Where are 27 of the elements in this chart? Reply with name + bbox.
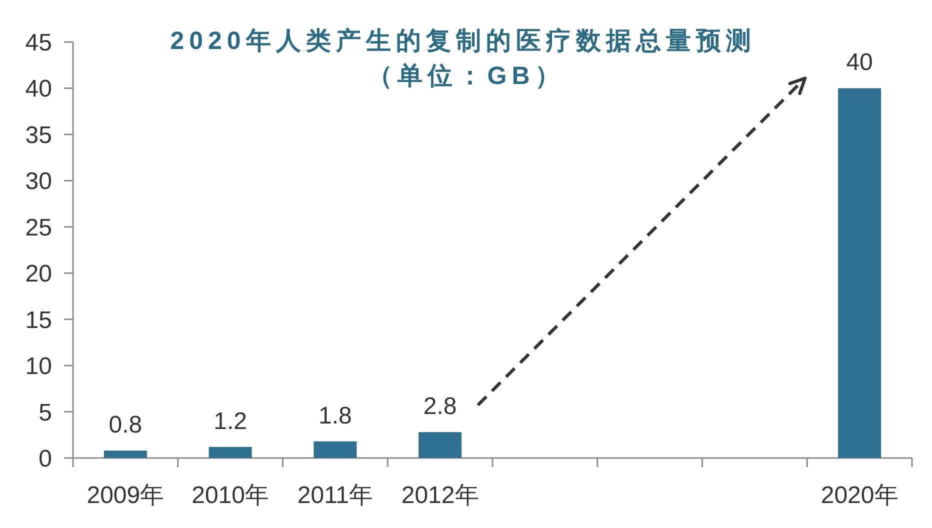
bar [104, 450, 147, 458]
y-tick-label: 35 [25, 122, 52, 149]
x-tick-label: 2010年 [192, 482, 270, 509]
y-tick-label: 5 [38, 399, 52, 426]
y-tick-label: 20 [25, 260, 52, 288]
x-tick-label: 2011年 [297, 482, 373, 509]
y-tick-label: 45 [25, 30, 52, 56]
y-tick-label: 15 [25, 306, 52, 334]
chart-title: 2020年人类产生的复制的医疗数据总量预测 [170, 27, 756, 55]
data-label: 1.8 [318, 402, 352, 430]
bar [418, 432, 462, 458]
data-label: 0.8 [108, 412, 142, 439]
y-tick-label: 25 [25, 214, 52, 242]
data-label: 2.8 [423, 393, 457, 420]
data-label: 40 [846, 49, 873, 76]
x-tick-label: 2009年 [86, 482, 164, 509]
y-tick-label: 30 [25, 168, 52, 196]
y-tick-label: 10 [25, 353, 52, 380]
y-tick-label: 0 [38, 446, 52, 472]
bar [838, 88, 882, 458]
data-label: 1.2 [214, 408, 247, 435]
text: （单位：GB） [367, 62, 565, 90]
x-tick-label: 2012年 [401, 482, 479, 509]
bar [208, 446, 252, 458]
x-tick-label: 2020年 [820, 482, 898, 509]
bar [314, 441, 357, 458]
y-tick-label: 40 [25, 76, 52, 103]
